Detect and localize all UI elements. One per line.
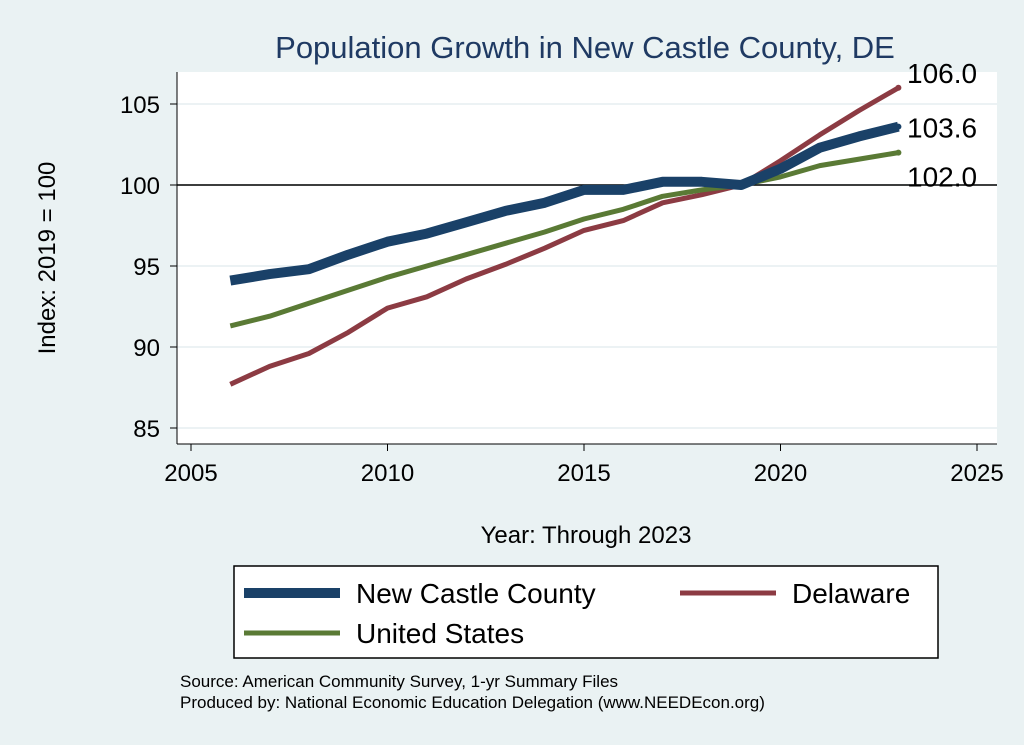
series-endpoint-delaware bbox=[895, 85, 901, 91]
x-axis-label: Year: Through 2023 bbox=[481, 522, 692, 549]
x-tick-label-2015: 2015 bbox=[557, 460, 610, 487]
series-endpoint-united-states bbox=[895, 150, 901, 156]
legend-label-new-castle: New Castle County bbox=[356, 578, 596, 609]
y-tick-label-85: 85 bbox=[133, 416, 160, 443]
y-tick-label-95: 95 bbox=[133, 254, 160, 281]
y-tick-label-100: 100 bbox=[120, 173, 160, 200]
series-endpoint-new-castle bbox=[895, 124, 901, 130]
end-label-delaware: 106.0 bbox=[907, 58, 977, 89]
end-labels: 103.6 106.0 102.0 bbox=[907, 58, 977, 193]
legend-label-united-states: United States bbox=[356, 618, 524, 649]
y-tick-label-105: 105 bbox=[120, 92, 160, 119]
x-tick-label-2010: 2010 bbox=[361, 460, 414, 487]
x-tick-label-2020: 2020 bbox=[754, 460, 807, 487]
y-tick-label-90: 90 bbox=[133, 335, 160, 362]
chart: Population Growth in New Castle County, … bbox=[0, 0, 1024, 745]
producer-line: Produced by: National Economic Education… bbox=[180, 693, 765, 712]
source-line: Source: American Community Survey, 1-yr … bbox=[180, 672, 618, 691]
end-label-united-states: 102.0 bbox=[907, 162, 977, 193]
y-ticks: 85 90 95 100 105 bbox=[120, 92, 177, 443]
chart-title: Population Growth in New Castle County, … bbox=[275, 30, 895, 65]
x-ticks: 2005 2010 2015 2020 2025 bbox=[164, 444, 1003, 487]
legend-label-delaware: Delaware bbox=[792, 578, 910, 609]
end-label-new-castle: 103.6 bbox=[907, 113, 977, 144]
legend: New Castle County Delaware United States bbox=[234, 566, 938, 658]
y-axis-label: Index: 2019 = 100 bbox=[34, 162, 61, 355]
x-tick-label-2005: 2005 bbox=[164, 460, 217, 487]
x-tick-label-2025: 2025 bbox=[950, 460, 1003, 487]
